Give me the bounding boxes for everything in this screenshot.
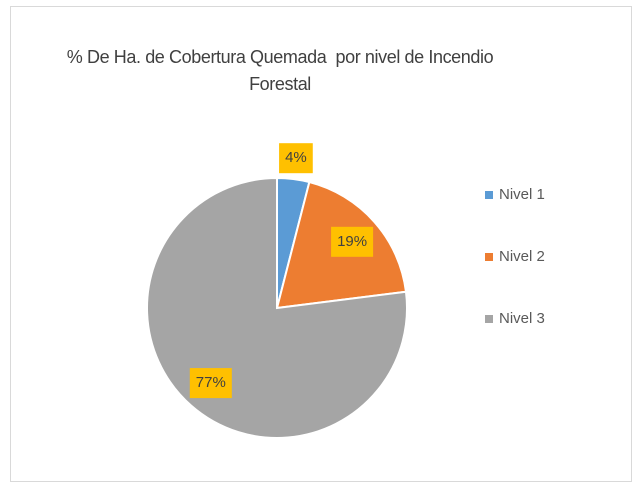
data-label-box [189, 368, 232, 399]
legend-swatch [485, 253, 493, 261]
legend-swatch [485, 315, 493, 323]
chart-title: % De Ha. de Cobertura Quemada por nivel … [66, 47, 498, 94]
data-label: 77% [196, 374, 226, 391]
data-label: 4% [285, 149, 307, 166]
legend-label: Nivel 1 [499, 186, 545, 203]
legend-swatch [485, 191, 493, 199]
chart-frame [10, 6, 632, 482]
data-label-box [279, 143, 313, 174]
legend-label: Nivel 2 [499, 248, 545, 265]
legend-label: Nivel 3 [499, 310, 545, 327]
data-label: 19% [337, 233, 367, 250]
data-label-box [331, 226, 374, 257]
